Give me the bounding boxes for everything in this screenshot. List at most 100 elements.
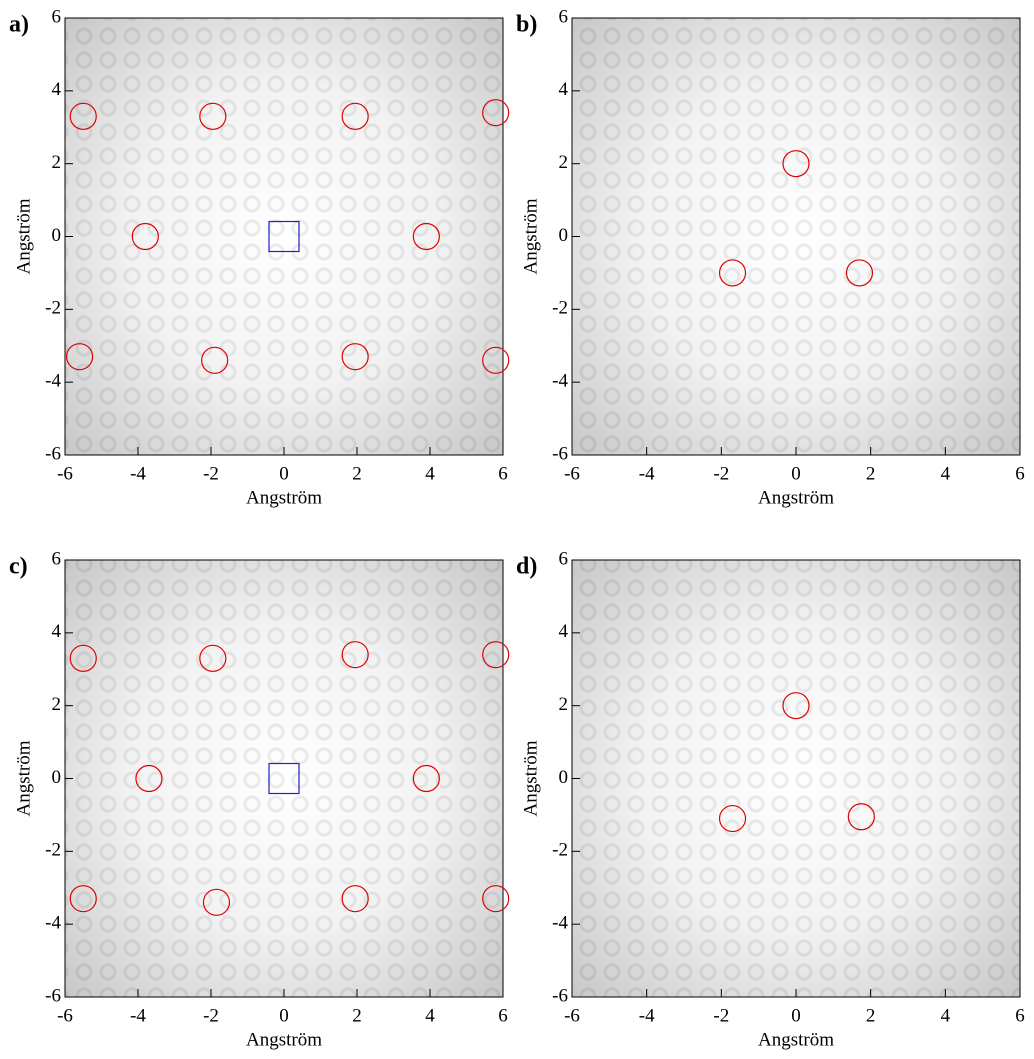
circle-marker	[782, 150, 810, 178]
y-tick-label: 0	[559, 225, 569, 246]
x-tick-label: 2	[352, 1005, 362, 1026]
x-tick-label: 2	[866, 1005, 876, 1026]
y-tick-label: 0	[559, 767, 569, 788]
circle-marker	[845, 259, 874, 287]
x-tick-label: 6	[498, 463, 508, 484]
circle-marker	[69, 644, 97, 672]
y-tick-label: -2	[552, 298, 568, 319]
square-marker	[268, 762, 300, 795]
y-axis-label: Angström	[520, 740, 541, 816]
y-tick-label: 2	[52, 152, 62, 173]
circle-marker	[847, 803, 875, 831]
circle-marker	[131, 222, 159, 251]
y-tick-label: -4	[552, 371, 568, 392]
circle-marker	[201, 346, 229, 374]
y-tick-label: 4	[52, 621, 62, 642]
y-tick-label: 0	[52, 767, 62, 788]
circle-marker	[69, 885, 97, 913]
x-tick-label: -6	[564, 463, 580, 484]
y-tick-label: -4	[552, 913, 568, 934]
x-tick-label: -6	[564, 1005, 580, 1026]
y-tick-label: -2	[552, 840, 568, 861]
circle-marker	[718, 259, 747, 287]
y-tick-label: 2	[559, 152, 569, 173]
circle-marker	[482, 99, 510, 127]
x-axis-label: Angström	[246, 487, 322, 508]
x-tick-label: -6	[57, 1005, 73, 1026]
y-tick-label: 2	[52, 694, 62, 715]
y-tick-label: -6	[552, 985, 568, 1006]
circle-marker	[341, 102, 369, 130]
circle-marker	[199, 644, 227, 672]
x-tick-label: 4	[425, 1005, 435, 1026]
panel-label: a)	[9, 12, 29, 38]
x-tick-label: 0	[791, 463, 801, 484]
x-tick-label: 6	[498, 1005, 508, 1026]
y-tick-label: -4	[45, 371, 61, 392]
x-axis-label: Angström	[758, 1029, 834, 1050]
y-tick-label: 0	[52, 225, 62, 246]
x-tick-label: 4	[425, 463, 435, 484]
panel-label: c)	[9, 554, 28, 580]
circle-marker	[412, 222, 440, 251]
y-axis-label: Angström	[520, 198, 541, 274]
circle-marker	[482, 885, 510, 913]
x-axis-label: Angström	[246, 1029, 322, 1050]
x-tick-label: 6	[1015, 1005, 1025, 1026]
x-axis-label: Angström	[758, 487, 834, 508]
circle-marker	[341, 885, 369, 913]
circle-marker	[199, 102, 227, 130]
circle-marker	[65, 343, 94, 371]
x-tick-label: -4	[130, 463, 146, 484]
x-tick-label: -6	[57, 463, 73, 484]
x-tick-label: 6	[1015, 463, 1025, 484]
y-tick-label: -4	[45, 913, 61, 934]
x-tick-label: -4	[639, 463, 655, 484]
x-tick-label: -2	[203, 1005, 219, 1026]
x-tick-label: -4	[130, 1005, 146, 1026]
x-tick-label: 2	[352, 463, 362, 484]
y-tick-label: 6	[52, 6, 62, 27]
x-tick-label: 4	[941, 1005, 951, 1026]
intensity-ripple	[572, 560, 1020, 997]
x-tick-label: 0	[279, 1005, 289, 1026]
y-axis-label: Angström	[13, 740, 34, 816]
x-tick-label: 0	[279, 463, 289, 484]
circle-marker	[135, 764, 163, 793]
y-tick-label: 4	[52, 79, 62, 100]
x-tick-label: -2	[203, 463, 219, 484]
y-tick-label: 6	[559, 6, 569, 27]
circle-marker	[482, 641, 510, 669]
y-tick-label: -6	[552, 443, 568, 464]
circle-marker	[341, 641, 369, 669]
panel-label: b)	[516, 12, 537, 38]
circle-marker	[412, 764, 440, 793]
x-tick-label: 4	[941, 463, 951, 484]
intensity-ripple	[65, 18, 503, 455]
y-tick-label: 4	[559, 621, 569, 642]
y-tick-label: -6	[45, 443, 61, 464]
y-tick-label: -2	[45, 298, 61, 319]
circle-marker	[782, 692, 810, 720]
y-tick-label: -2	[45, 840, 61, 861]
y-tick-label: 4	[559, 79, 569, 100]
y-axis-label: Angström	[13, 198, 34, 274]
square-marker	[268, 220, 300, 253]
x-tick-label: 2	[866, 463, 876, 484]
intensity-ripple	[572, 18, 1020, 455]
circle-marker	[202, 888, 231, 916]
y-tick-label: -6	[45, 985, 61, 1006]
intensity-ripple	[65, 560, 503, 997]
y-tick-label: 6	[559, 548, 569, 569]
x-tick-label: -2	[713, 463, 729, 484]
x-tick-label: -2	[713, 1005, 729, 1026]
circle-marker	[718, 804, 747, 833]
circle-marker	[482, 346, 510, 374]
x-tick-label: -4	[639, 1005, 655, 1026]
y-tick-label: 2	[559, 694, 569, 715]
circle-marker	[69, 102, 97, 130]
circle-marker	[341, 343, 369, 371]
x-tick-label: 0	[791, 1005, 801, 1026]
y-tick-label: 6	[52, 548, 62, 569]
